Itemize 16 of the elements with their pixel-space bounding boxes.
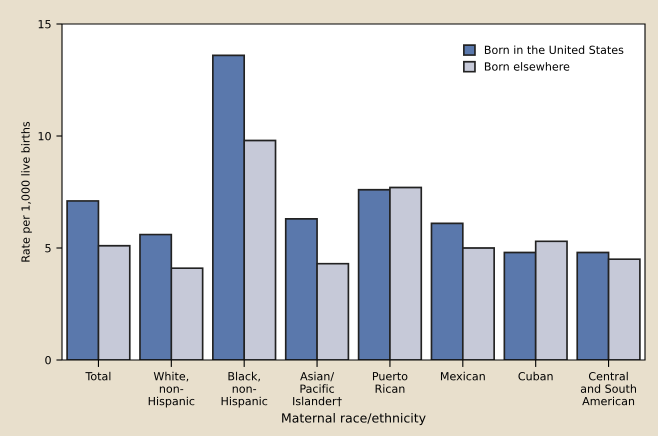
x-tick-label: Central and South American [580,372,636,406]
x-tick-label: Mexican [440,372,485,380]
x-tick-label: Total [85,372,110,380]
y-tick-label: 5 [45,244,51,252]
x-tick-label: Puerto Rican [372,372,408,393]
legend-label: Born in the United States [484,45,624,54]
x-axis-title: Maternal race/ethnicity [282,413,426,426]
x-tick-label: Cuban [518,372,553,380]
y-tick-label: 0 [45,356,51,364]
x-tick-label: Asian/ Pacific Islander† [293,372,342,406]
x-tick-label: Black, non- Hispanic [222,372,268,408]
y-tick-label: 15 [38,20,51,28]
y-axis-title: Rate per 1,000 live births [21,122,32,262]
y-tick-label: 10 [38,132,51,140]
x-tick-label: White, non- Hispanic [148,372,194,408]
legend-label: Born elsewhere [484,62,570,71]
